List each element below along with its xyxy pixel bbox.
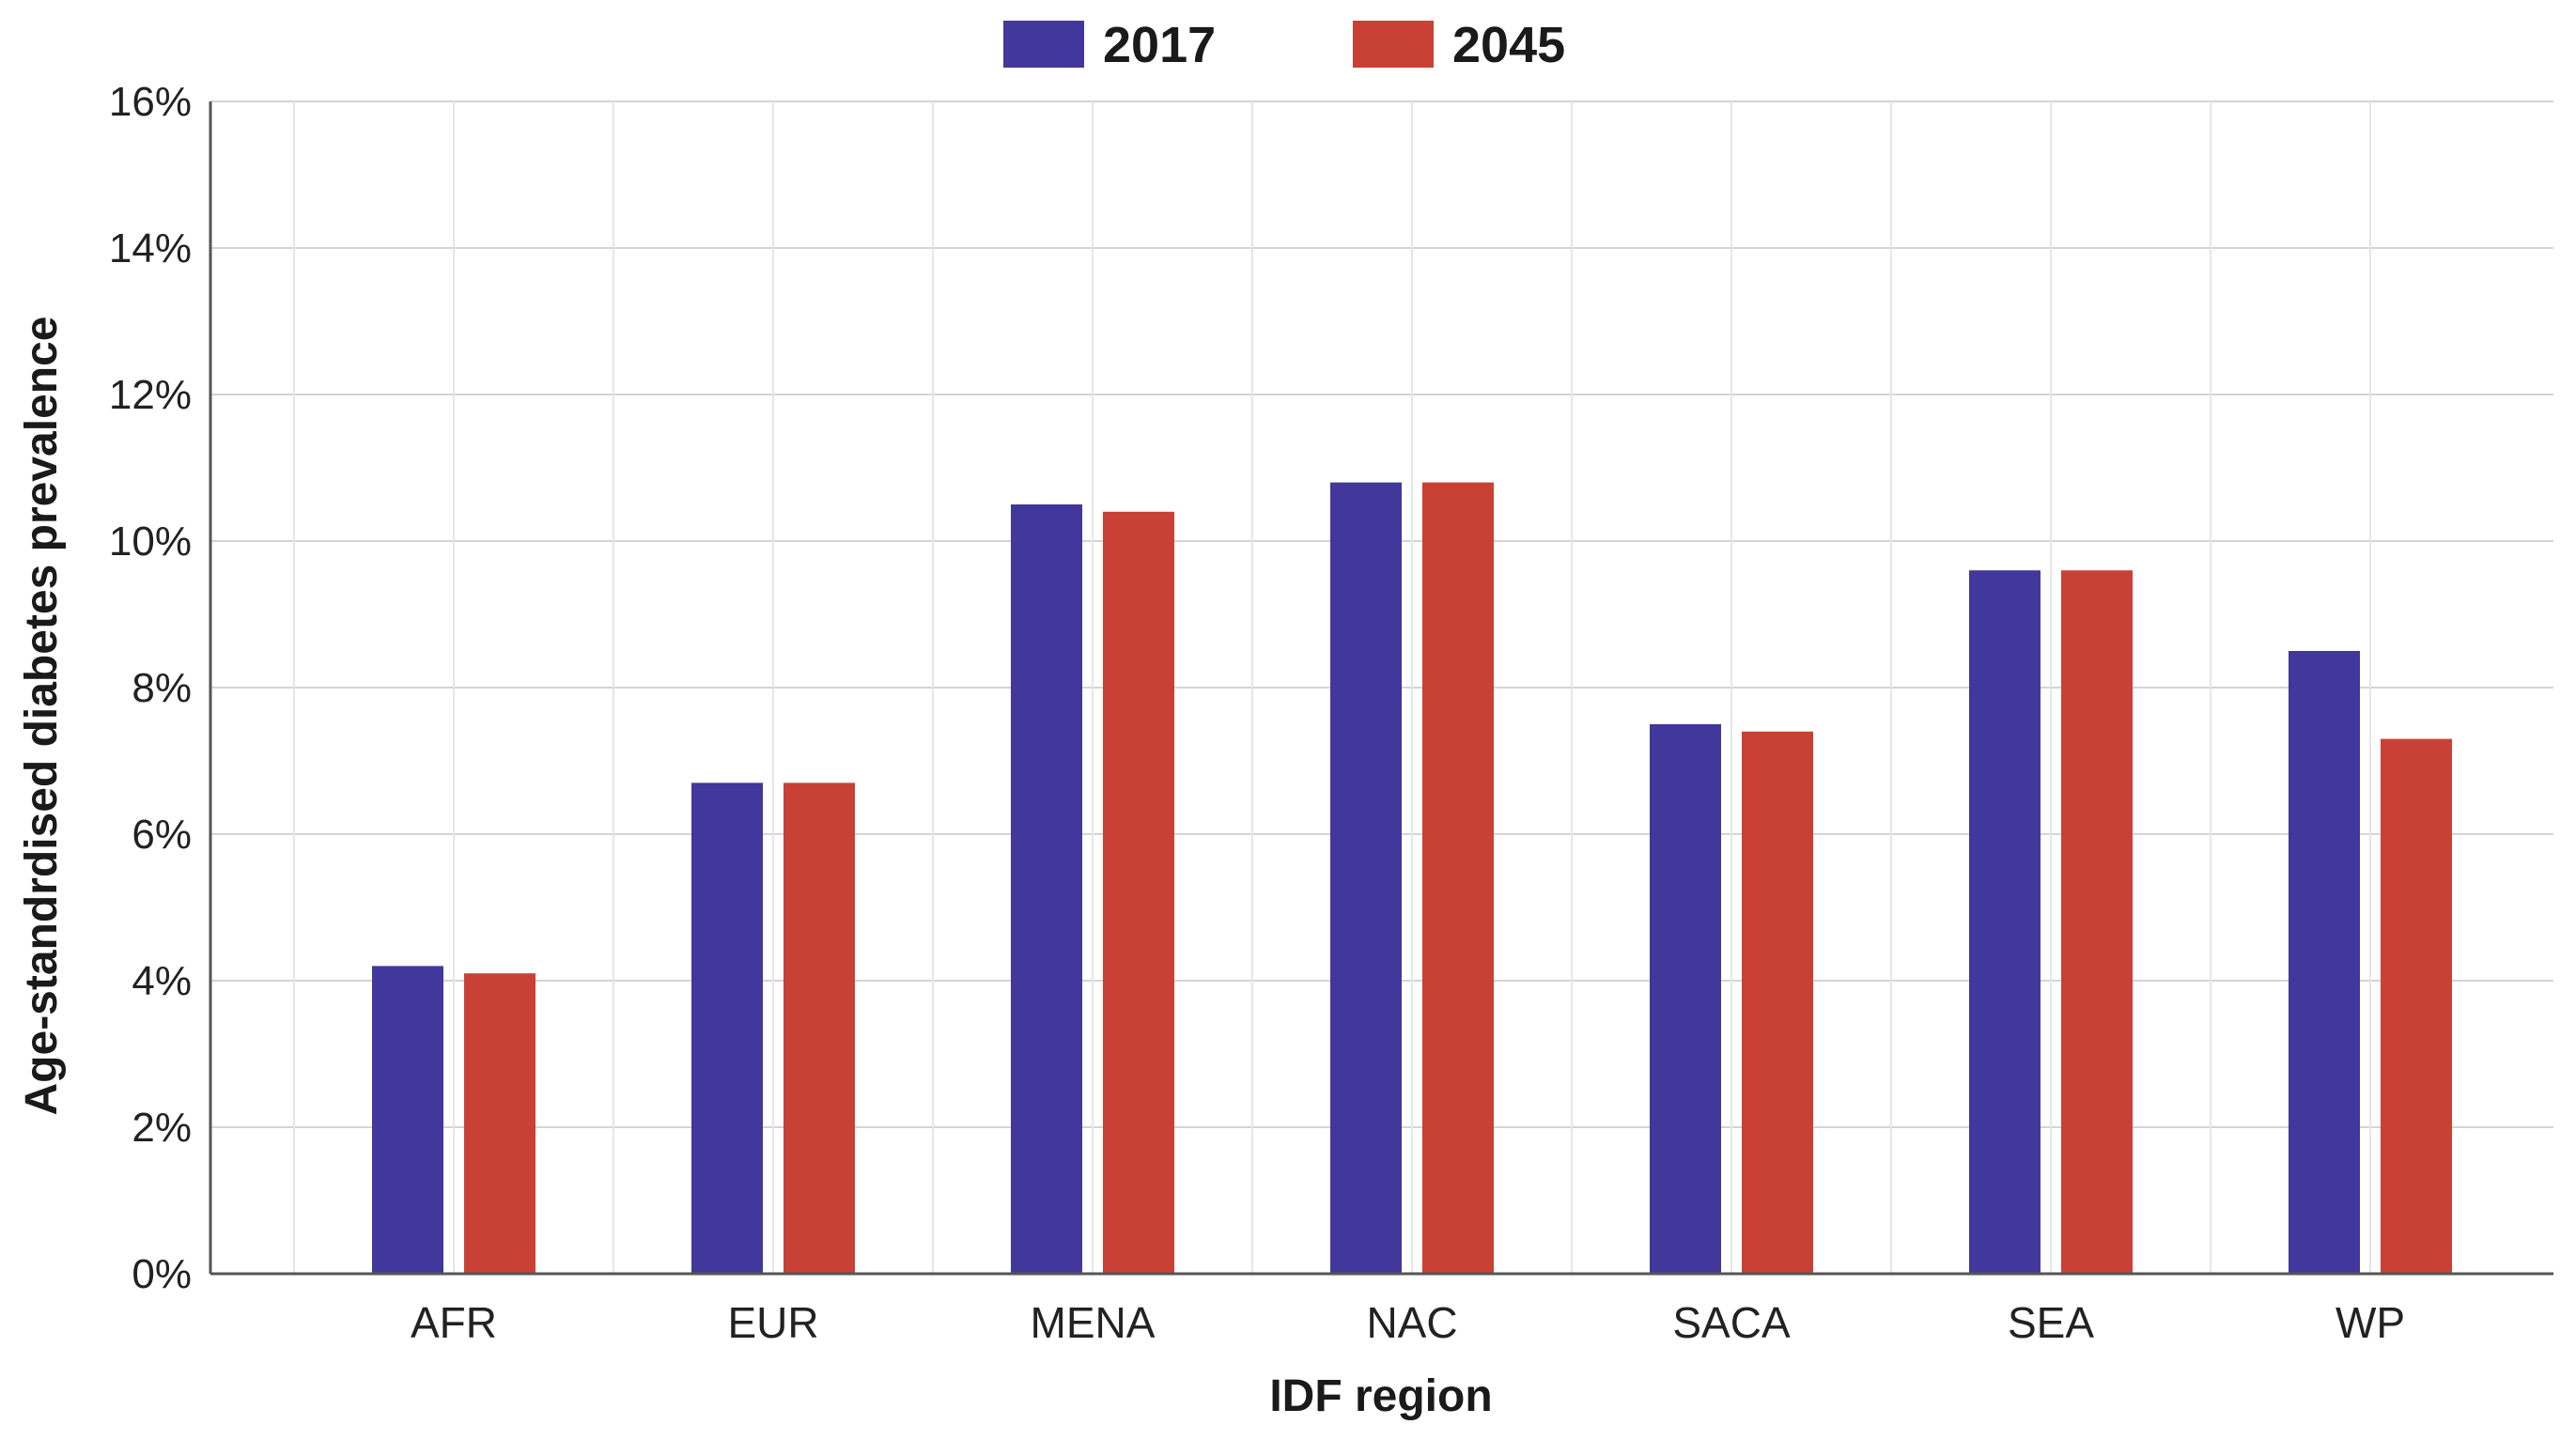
bar-wp-2017	[2289, 651, 2360, 1274]
x-tick-label-mena: MENA	[1031, 1298, 1156, 1347]
y-tick-label: 16%	[109, 79, 192, 125]
legend-label-2017: 2017	[1103, 17, 1216, 73]
legend-label-2045: 2045	[1452, 17, 1565, 73]
bar-saca-2017	[1650, 724, 1721, 1274]
y-tick-label: 2%	[132, 1105, 192, 1151]
bar-sea-2017	[1969, 570, 2041, 1274]
bar-mena-2045	[1103, 511, 1174, 1274]
legend: 2017 2045	[1003, 17, 1565, 73]
bar-eur-2045	[784, 782, 855, 1274]
x-tick-label-nac: NAC	[1366, 1298, 1457, 1347]
bars	[372, 482, 2452, 1274]
bar-afr-2017	[372, 966, 443, 1274]
x-tick-label-eur: EUR	[727, 1298, 818, 1347]
x-axis-title: IDF region	[1269, 1371, 1492, 1421]
grid	[210, 101, 2553, 1274]
y-tick-label: 4%	[132, 958, 192, 1004]
bar-eur-2017	[691, 782, 763, 1274]
y-tick-labels: 0% 2% 4% 6% 8% 10% 12% 14% 16%	[109, 79, 192, 1297]
bar-wp-2045	[2381, 738, 2452, 1274]
bar-afr-2045	[464, 973, 535, 1274]
x-tick-label-afr: AFR	[411, 1298, 497, 1347]
y-tick-label: 14%	[109, 225, 192, 271]
x-tick-label-sea: SEA	[2008, 1298, 2094, 1347]
y-tick-label: 12%	[109, 372, 192, 418]
bar-mena-2017	[1011, 504, 1082, 1274]
x-tick-label-saca: SACA	[1672, 1298, 1791, 1347]
bar-nac-2017	[1330, 482, 1402, 1274]
bar-saca-2045	[1742, 731, 1813, 1274]
x-tick-label-wp: WP	[2335, 1298, 2405, 1347]
legend-swatch-2045	[1353, 21, 1434, 68]
y-axis-title: Age-standrdised diabetes prevalence	[17, 317, 67, 1116]
bar-sea-2045	[2061, 570, 2133, 1274]
y-tick-label: 10%	[109, 519, 192, 565]
axes	[209, 101, 2553, 1276]
y-tick-label: 8%	[132, 665, 192, 711]
y-tick-label: 6%	[132, 812, 192, 858]
bar-nac-2045	[1422, 482, 1494, 1274]
x-tick-labels: AFR EUR MENA NAC SACA SEA WP	[411, 1298, 2405, 1347]
y-tick-label: 0%	[132, 1251, 192, 1297]
legend-swatch-2017	[1003, 21, 1084, 68]
